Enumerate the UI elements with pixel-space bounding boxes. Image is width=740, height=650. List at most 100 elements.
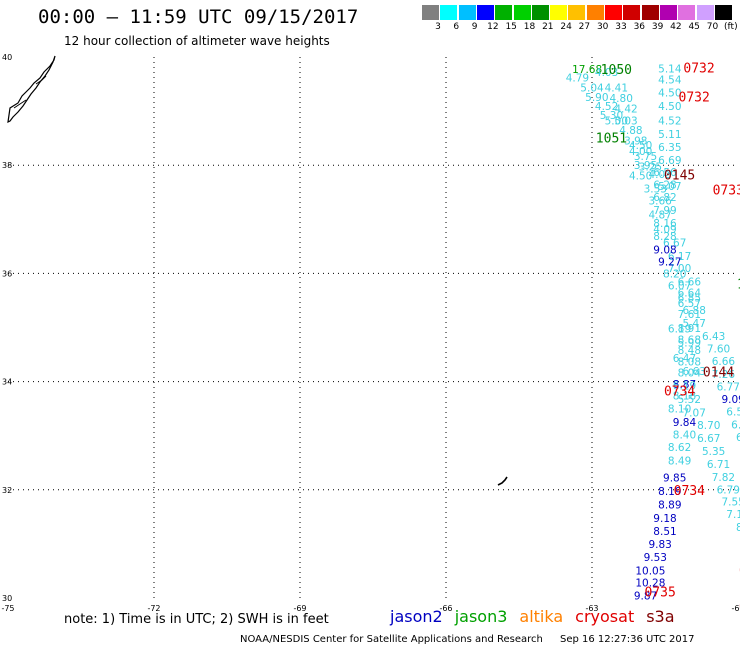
page-subtitle: 12 hour collection of altimeter wave hei… — [64, 34, 330, 48]
wave-height-value: 9.84 — [673, 417, 697, 429]
wave-height-value: 5.14 — [658, 63, 682, 75]
wave-height-value: 9.18 — [653, 513, 676, 525]
footer-credit: NOAA/NESDIS Center for Satellite Applica… — [240, 634, 543, 645]
wave-height-value: 4.52 — [595, 101, 618, 113]
lat-tick-label: 40 — [2, 53, 12, 62]
color-swatch — [476, 5, 494, 20]
wave-height-value: 6.47 — [673, 353, 696, 365]
wave-height-value: 4.79 — [566, 73, 589, 85]
legend-item-jason3: jason3 — [454, 607, 508, 626]
observation-values: 17.684.034.795.04 4.415.90 4.804.524.425.3… — [566, 63, 740, 602]
color-scale-label: 42 — [670, 22, 682, 32]
wave-height-value: 6.63 — [683, 366, 706, 378]
wave-height-value: 8.51 — [653, 526, 676, 538]
lat-tick-label: 32 — [2, 486, 12, 495]
wave-height-value: 7.61 — [678, 309, 701, 321]
color-scale-label: 39 — [651, 22, 664, 32]
color-swatch — [605, 5, 622, 20]
wave-height-value: 3.53 — [644, 183, 667, 195]
wave-height-value: 6.67 — [663, 238, 686, 250]
wave-height-value: 4.88 — [619, 125, 642, 137]
wave-height-value: 8.04 — [678, 367, 702, 379]
note-text: note: 1) Time is in UTC; 2) SWH is in fe… — [64, 612, 329, 627]
lon-tick-label: -66 — [439, 604, 452, 613]
wave-height-value: 6.66 — [712, 356, 736, 368]
wave-height-value: 8.49 — [668, 456, 691, 468]
wave-height-value: 5.30 — [600, 110, 623, 122]
wave-height-value: 6.19 — [668, 324, 691, 336]
wave-height-value: 4.42 — [614, 103, 637, 115]
wave-height-value: 7.60 — [707, 344, 730, 356]
pass-time-label: 0 — [739, 564, 740, 579]
color-swatch — [641, 5, 659, 20]
wave-height-value: 4.03 — [595, 67, 618, 79]
wave-height-value: 3.25 — [639, 161, 662, 173]
wave-height-value: 8.70 — [697, 420, 720, 432]
lon-tick-label: -63 — [585, 604, 598, 613]
pass-time-label: 0732 — [679, 90, 710, 105]
wave-height-value: 3.66 — [648, 195, 672, 207]
wave-height-value: 7.07 — [683, 407, 706, 419]
wave-height-value: 9.53 — [644, 552, 667, 564]
color-swatch — [586, 5, 604, 20]
color-scale-label: 33 — [615, 22, 627, 32]
color-scale-label: 45 — [688, 22, 700, 32]
wave-height-value: 4.50 — [658, 88, 681, 100]
color-scale-label: 9 — [471, 22, 478, 32]
lat-tick-label: 34 — [2, 378, 12, 387]
lat-tick-label: 30 — [2, 594, 12, 603]
wave-height-value: 4.50 — [629, 140, 652, 152]
lat-lon-grid — [8, 57, 738, 598]
lon-tick-label: -75 — [1, 604, 14, 613]
pass-time-label: 0732 — [683, 61, 714, 76]
wave-height-value: 6.48 — [731, 419, 740, 431]
color-scale-label: (ft) — [724, 22, 738, 32]
legend-item-cryosat: cryosat — [575, 607, 635, 626]
legend-item-jason2: jason2 — [390, 607, 443, 626]
color-scale-label: 12 — [487, 22, 499, 32]
color-scale-label: 18 — [523, 22, 536, 32]
wave-height-value: 6.77 — [717, 381, 740, 393]
wave-height-value: 9.08 — [653, 245, 676, 257]
color-swatch — [714, 5, 732, 20]
wave-height-value: 8.20 — [663, 268, 686, 280]
pass-time-label: 0734 — [674, 484, 705, 499]
wave-height-value: 8.19 — [658, 486, 681, 498]
wave-height-value: 8.18 — [673, 391, 696, 403]
color-scale-label: 21 — [542, 22, 554, 32]
wave-height-value: 8.08 — [678, 357, 701, 369]
color-scale-label: 15 — [505, 22, 517, 32]
wave-height-value: 6.85 — [678, 293, 701, 305]
pass-time-label: 1051 — [596, 132, 627, 147]
color-swatch — [495, 5, 513, 20]
color-swatch — [678, 5, 696, 20]
bermuda-island — [497, 476, 508, 486]
wave-height-value: 17.68 — [572, 64, 602, 76]
wave-height-value: 6.19 — [673, 380, 696, 392]
wave-height-value: 10.28 — [635, 577, 665, 589]
wave-height-value: 6.17 — [668, 251, 691, 263]
wave-height-value: 9.27 — [658, 256, 681, 268]
wave-height-value: 6.43 — [702, 331, 725, 343]
wave-height-value: 7.99 — [653, 205, 676, 217]
page-title: 00:00 – 11:59 UTC 09/15/2017 — [38, 6, 359, 28]
wave-height-value: 9.83 — [648, 539, 671, 551]
wave-height-value: 9.87 — [634, 590, 657, 602]
color-swatch — [659, 5, 677, 20]
wave-height-value: 8.16 — [653, 218, 677, 230]
axis-labels: 40 38 36 34 32 30-75 -72 -69 -66 -63 -60 — [1, 53, 740, 613]
lon-tick-label: -72 — [147, 604, 160, 613]
wave-height-value: 8.68 — [678, 334, 701, 346]
wave-height-value: 6.71 — [707, 459, 730, 471]
pass-time-label: 0733 — [713, 184, 740, 199]
wave-height-value: 5.11 — [658, 129, 681, 141]
color-swatch — [531, 5, 549, 20]
wave-height-value: 8.91 — [678, 323, 701, 335]
pass-time-label: 0145 — [664, 168, 695, 183]
color-swatch — [513, 5, 531, 20]
color-swatch — [422, 5, 439, 20]
wave-height-value: 4.03 — [648, 169, 671, 181]
wave-height-value: 6.64 — [678, 287, 702, 299]
pass-time-label: 1050 — [601, 63, 632, 78]
